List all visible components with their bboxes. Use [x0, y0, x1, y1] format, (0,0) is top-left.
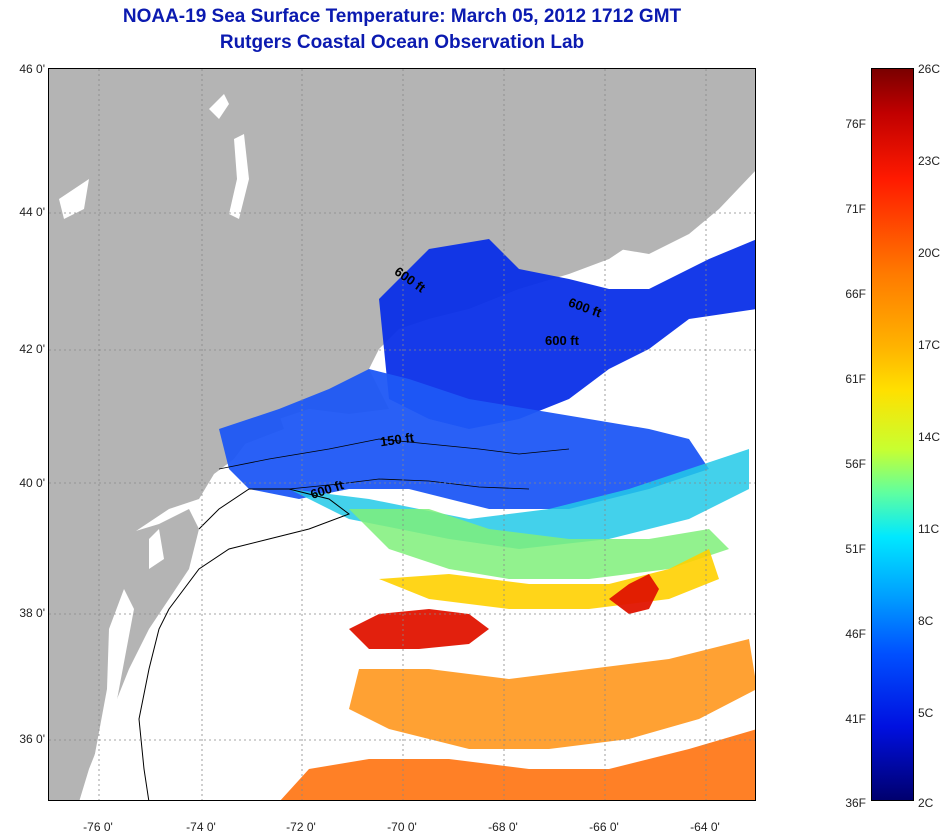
- land-nova-scotia: [569, 69, 755, 254]
- delaware-bay: [149, 529, 164, 569]
- lat-label: 40 0': [19, 476, 45, 490]
- colorbar-f-label: 66F: [845, 287, 866, 301]
- lon-label: -68 0': [488, 820, 518, 834]
- chesapeake-bay: [94, 589, 134, 769]
- grid: [49, 69, 755, 800]
- sst-gulf-of-maine: [379, 239, 755, 429]
- colorbar-c-label: 26C: [918, 62, 941, 76]
- colorbar-c-label: 14C: [918, 430, 941, 444]
- colorbar-f-label: 41F: [845, 712, 866, 726]
- colorbar-f-label: 36F: [845, 796, 866, 810]
- depth-contour-150ft: [218, 438, 570, 470]
- temperature-colorbar: [871, 68, 914, 801]
- lat-label: 42 0': [19, 342, 45, 356]
- sst-gulf-stream-red: [349, 609, 489, 649]
- colorbar-c-label: 11C: [918, 522, 940, 536]
- colorbar-f-label: 61F: [845, 372, 866, 386]
- colorbar-c-label: 20C: [918, 246, 941, 260]
- colorbar-f-label: 56F: [845, 457, 866, 471]
- colorbar-c-label: 23C: [918, 154, 941, 168]
- lon-label: -72 0': [286, 820, 316, 834]
- map-title: NOAA-19 Sea Surface Temperature: March 0…: [48, 4, 756, 56]
- colorbar-c-label: 5C: [918, 706, 934, 720]
- lat-label: 46 0': [19, 62, 45, 76]
- map-graphic: [49, 69, 755, 800]
- lat-label: 44 0': [19, 205, 45, 219]
- sst-orange-bottom: [280, 729, 755, 800]
- lon-label: -76 0': [83, 820, 113, 834]
- depth-contour-600ft: [288, 478, 530, 490]
- title-line-2: Rutgers Coastal Ocean Observation Lab: [219, 32, 585, 53]
- lon-label: -70 0': [387, 820, 417, 834]
- title-line-1: NOAA-19 Sea Surface Temperature: March 0…: [122, 6, 682, 27]
- coastline: [138, 488, 351, 800]
- colorbar-c-label: 17C: [918, 338, 941, 352]
- lat-label: 38 0': [19, 606, 45, 620]
- lon-label: -66 0': [589, 820, 619, 834]
- colorbar-f-label: 51F: [845, 542, 866, 556]
- sst-gulf-stream-red: [609, 574, 659, 614]
- colorbar-f-label: 46F: [845, 627, 866, 641]
- lat-label: 36 0': [19, 732, 45, 746]
- sst-shelf-blue: [219, 369, 709, 509]
- colorbar-f-label: 76F: [845, 117, 866, 131]
- lake: [59, 179, 89, 219]
- colorbar-c-label: 8C: [918, 614, 934, 628]
- sst-slope-green: [349, 509, 729, 579]
- sst-map: [48, 68, 756, 801]
- lake: [209, 94, 229, 119]
- sst-orange-south: [349, 639, 755, 749]
- colorbar-c-label: 2C: [918, 796, 934, 810]
- contour-label: 600 ft: [545, 333, 579, 348]
- colorbar-f-label: 71F: [845, 202, 866, 216]
- lake: [229, 134, 249, 219]
- lon-label: -64 0': [690, 820, 720, 834]
- lon-label: -74 0': [186, 820, 216, 834]
